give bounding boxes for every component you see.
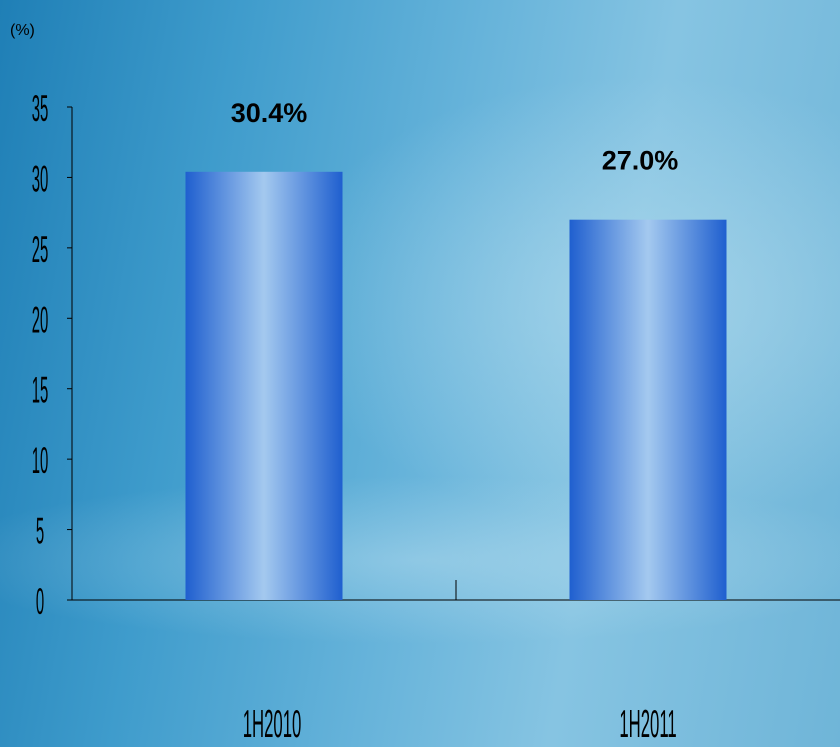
y-tick-label: 15 bbox=[32, 370, 49, 412]
bar-1H2011 bbox=[569, 219, 727, 600]
x-tick-label-1H2011: 1H2011 bbox=[619, 703, 676, 746]
data-label-1H2011: 27.0% bbox=[602, 146, 679, 176]
data-label-1H2010: 30.4% bbox=[231, 98, 308, 128]
y-tick-label: 10 bbox=[32, 440, 49, 482]
bars bbox=[185, 171, 727, 600]
data-labels: 30.4% 27.0% bbox=[231, 98, 679, 176]
x-tick-label-1H2010: 1H2010 bbox=[243, 703, 302, 746]
x-axis-labels: 1H2010 1H2011 bbox=[243, 703, 677, 746]
y-tick-label: 25 bbox=[32, 229, 49, 271]
y-tick-label: 35 bbox=[32, 88, 49, 130]
y-axis-ticks: 0 5 10 15 20 25 30 35 bbox=[32, 88, 72, 623]
bar-1H2010 bbox=[185, 171, 343, 600]
y-tick-label: 0 bbox=[36, 581, 44, 623]
y-tick-label: 30 bbox=[32, 159, 49, 201]
y-unit-label: (%) bbox=[10, 22, 35, 39]
y-tick-label: 5 bbox=[36, 511, 44, 553]
y-tick-label: 20 bbox=[32, 299, 49, 341]
